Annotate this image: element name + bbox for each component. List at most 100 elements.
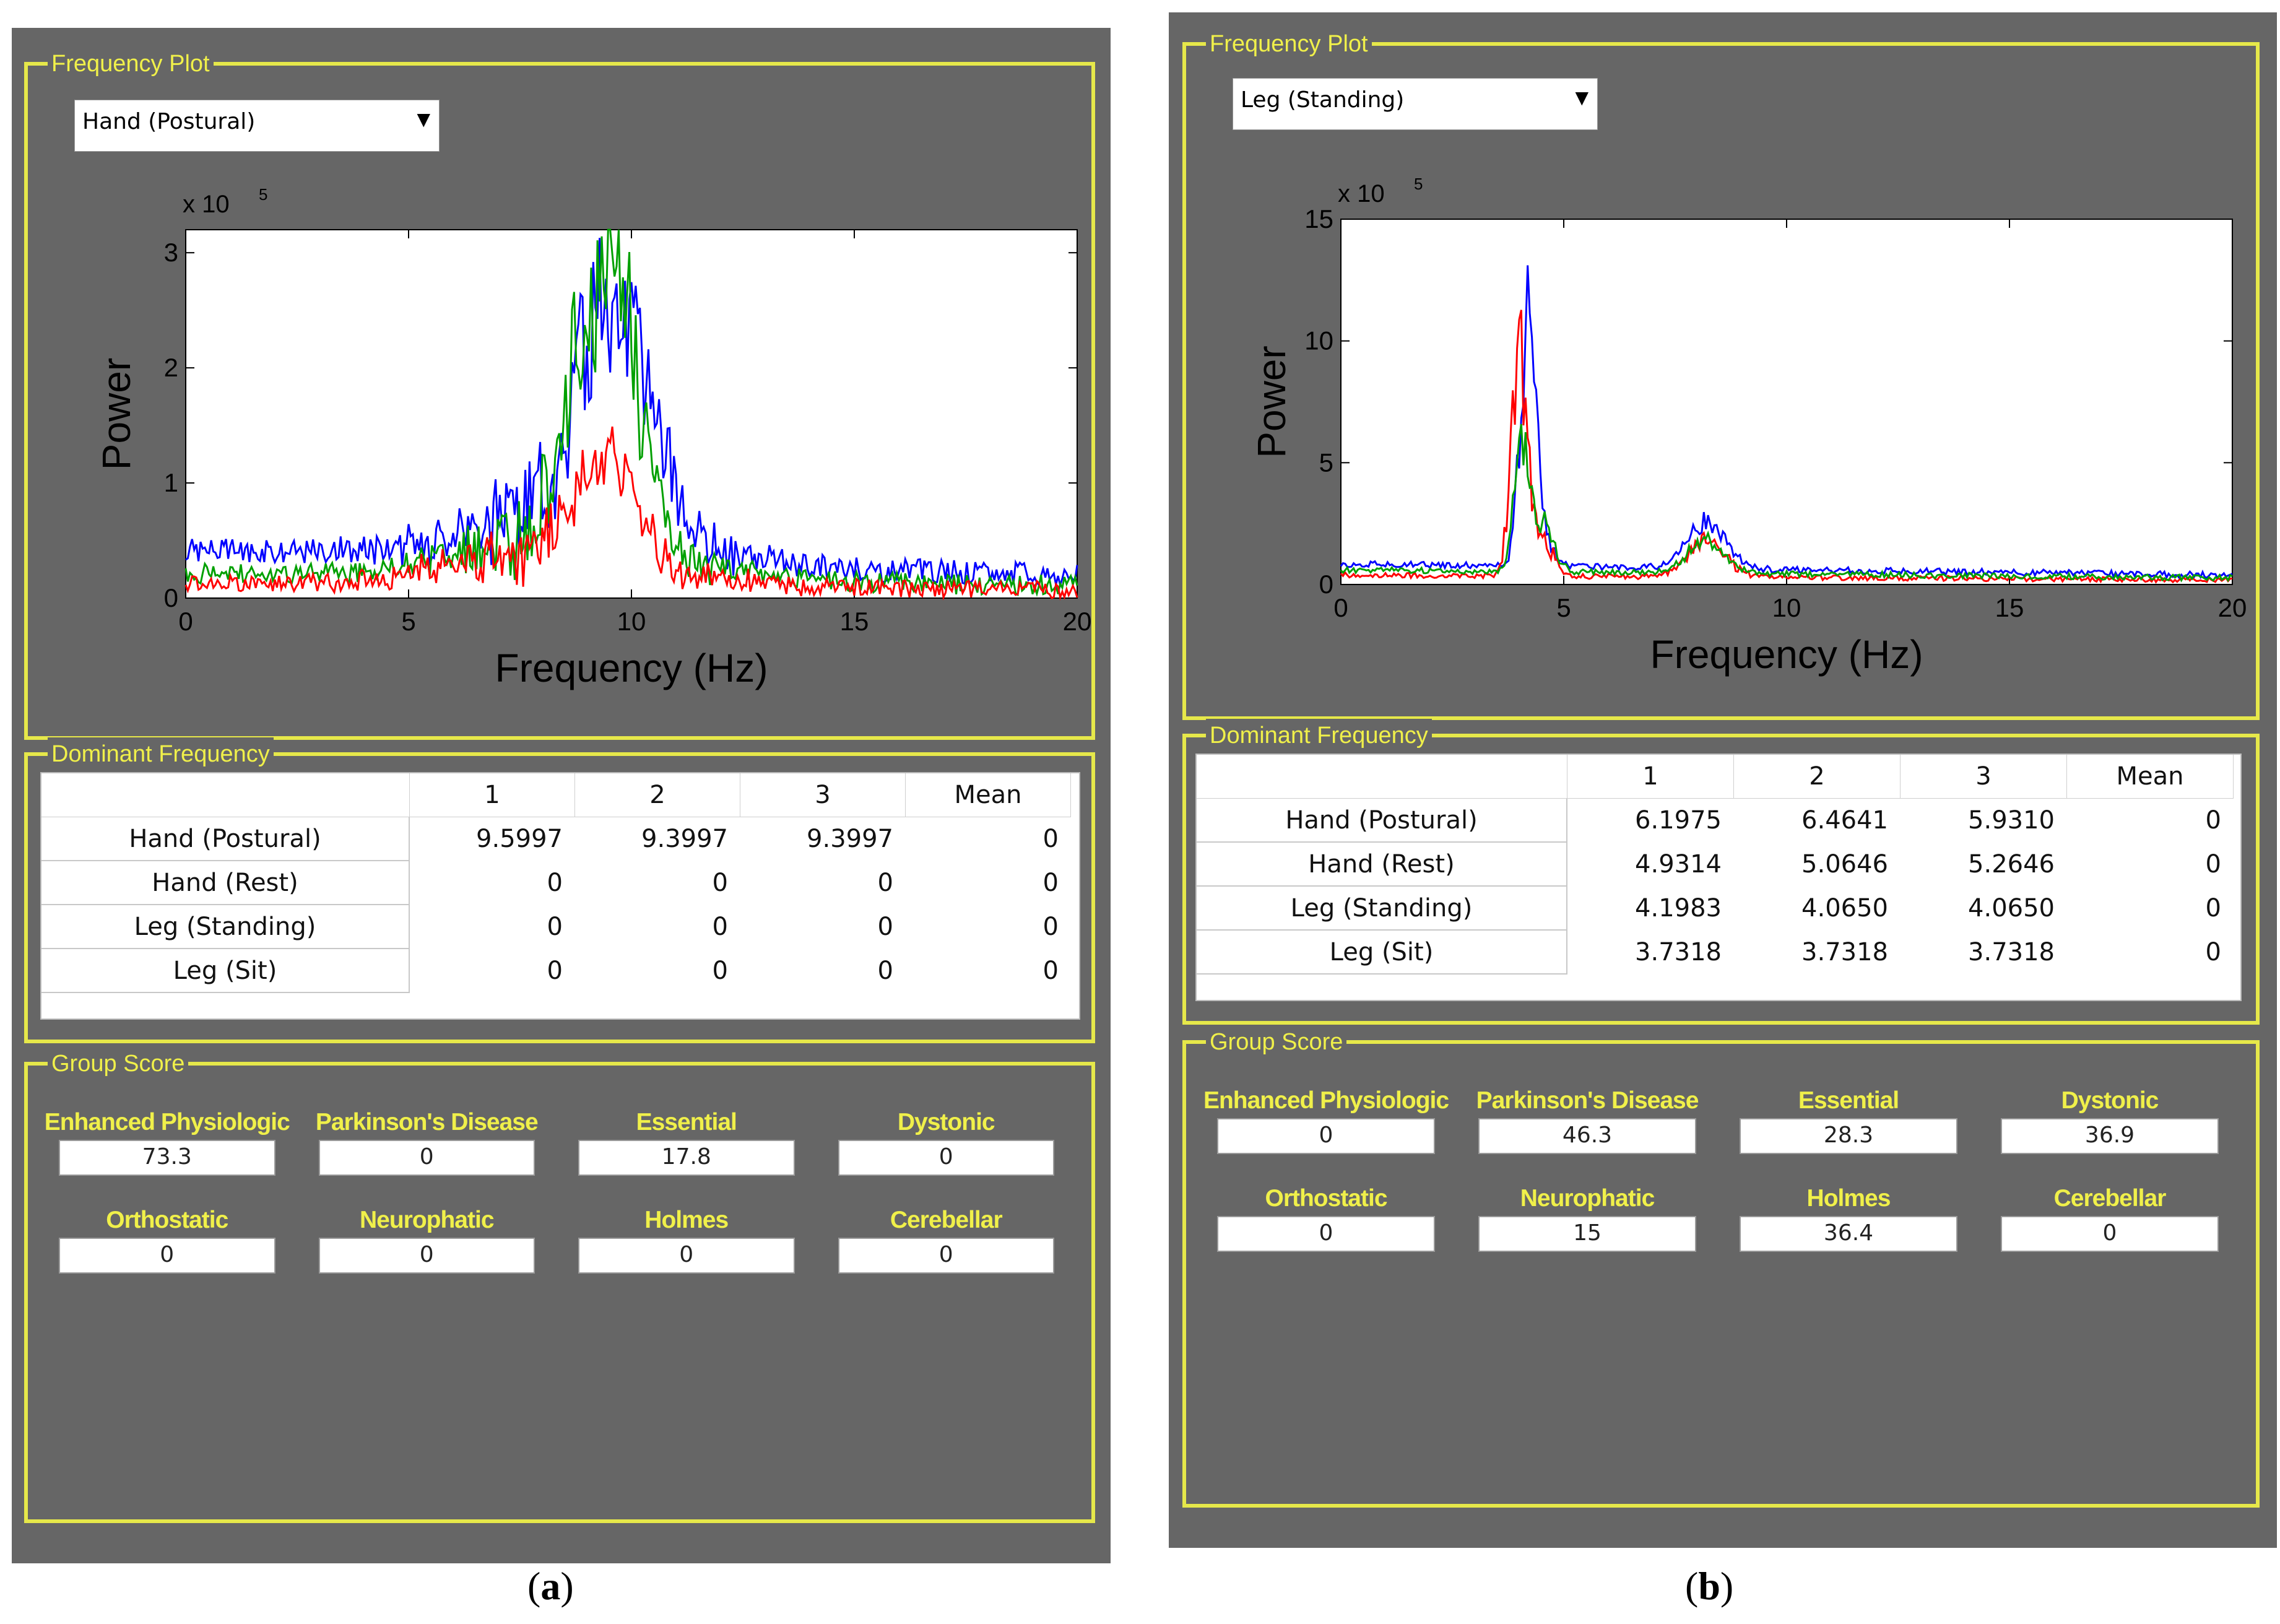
- y-tick-label: 0: [164, 583, 178, 612]
- group-title: Group Score: [1206, 1025, 1347, 1059]
- x-tick-label: 5: [1556, 593, 1571, 622]
- score-value-field[interactable]: 28.3: [1740, 1118, 1957, 1154]
- table-cell[interactable]: 0: [1042, 825, 1059, 853]
- score-value-field[interactable]: 36.9: [2001, 1118, 2219, 1154]
- table-cell[interactable]: 0: [2205, 806, 2221, 835]
- table-cell[interactable]: 5.2646: [1968, 850, 2055, 879]
- score-value-field[interactable]: 0: [318, 1238, 535, 1274]
- column-header[interactable]: Mean: [906, 773, 1071, 817]
- table-cell[interactable]: 0: [877, 913, 893, 941]
- table-cell[interactable]: 3.7318: [1968, 938, 2055, 966]
- dropdown-value: Leg (Standing): [1241, 87, 1405, 113]
- score-value-field[interactable]: 46.3: [1478, 1118, 1696, 1154]
- y-tick-label: 2: [164, 353, 178, 382]
- y-tick-label: 5: [1319, 448, 1333, 477]
- x-tick-label: 20: [1063, 607, 1092, 636]
- table-cell[interactable]: 0: [547, 913, 563, 941]
- group-title: Frequency Plot: [48, 47, 214, 80]
- score-value-field[interactable]: 0: [1217, 1216, 1435, 1252]
- caption-a: (a): [527, 1564, 574, 1608]
- table-cell[interactable]: 9.5997: [476, 825, 563, 853]
- table-cell[interactable]: 5.0646: [1801, 850, 1888, 879]
- score-value-field[interactable]: 15: [1478, 1216, 1696, 1252]
- score-label: Enhanced Physiologic: [1203, 1087, 1449, 1114]
- x-tick-label: 15: [840, 607, 869, 636]
- row-header[interactable]: Hand (Postural): [41, 817, 410, 861]
- score-label: Parkinson's Disease: [1476, 1087, 1699, 1114]
- table-cell[interactable]: 5.9310: [1968, 806, 2055, 835]
- table-cell[interactable]: 0: [877, 869, 893, 897]
- y-tick-label: 15: [1304, 204, 1333, 233]
- row-header[interactable]: Hand (Rest): [41, 861, 410, 905]
- x-tick-label: 0: [1333, 593, 1348, 622]
- table-cell[interactable]: 6.4641: [1801, 806, 1888, 835]
- table-cell[interactable]: 4.0650: [1801, 894, 1888, 923]
- column-header[interactable]: Mean: [2067, 755, 2234, 799]
- score-value-field[interactable]: 17.8: [578, 1140, 795, 1176]
- column-header[interactable]: 2: [575, 773, 740, 817]
- score-label: Essential: [1798, 1087, 1899, 1114]
- dominant-frequency-group: Dominant Frequency 1 2 3 Mean Hand (Postural…: [24, 737, 1095, 1043]
- signal-select-dropdown[interactable]: Leg (Standing) ▼: [1233, 78, 1598, 130]
- exponent-superscript: 5: [259, 185, 267, 204]
- group-score-group: Group Score Enhanced Physiologic 0 Parkins…: [1182, 1025, 2260, 1508]
- table-cell[interactable]: 0: [1042, 869, 1059, 897]
- score-value-field[interactable]: 0: [59, 1238, 275, 1274]
- table-cell[interactable]: 4.1983: [1635, 894, 1722, 923]
- group-title: Group Score: [48, 1047, 189, 1080]
- table-cell[interactable]: 9.3997: [807, 825, 893, 853]
- table-cell[interactable]: 0: [1042, 957, 1059, 985]
- y-tick-label: 3: [164, 238, 178, 267]
- table-cell[interactable]: 3.7318: [1801, 938, 1888, 966]
- column-header[interactable]: 3: [740, 773, 906, 817]
- table-cell[interactable]: 0: [712, 957, 728, 985]
- table-corner: [41, 773, 410, 817]
- dropdown-arrow-icon[interactable]: ▼: [1575, 87, 1589, 108]
- table-cell[interactable]: 0: [712, 869, 728, 897]
- score-value-field[interactable]: 0: [578, 1238, 795, 1274]
- row-header[interactable]: Leg (Standing): [41, 905, 410, 949]
- dropdown-arrow-icon[interactable]: ▼: [417, 109, 430, 129]
- score-value-field[interactable]: 0: [318, 1140, 535, 1176]
- row-header[interactable]: Hand (Postural): [1197, 799, 1567, 843]
- table-cell[interactable]: 4.0650: [1968, 894, 2055, 923]
- column-header[interactable]: 2: [1734, 755, 1901, 799]
- score-value-field[interactable]: 36.4: [1740, 1216, 1957, 1252]
- column-header[interactable]: 3: [1901, 755, 2067, 799]
- caption-b: (b): [1685, 1564, 1734, 1608]
- table-cell[interactable]: 0: [2205, 938, 2221, 966]
- group-title: Dominant Frequency: [48, 737, 274, 771]
- row-header[interactable]: Leg (Sit): [1197, 931, 1567, 975]
- score-value-field[interactable]: 0: [838, 1140, 1054, 1176]
- score-value-field[interactable]: 0: [1217, 1118, 1435, 1154]
- table-cell[interactable]: 0: [547, 869, 563, 897]
- column-header[interactable]: 1: [1567, 755, 1734, 799]
- table-cell[interactable]: 0: [877, 957, 893, 985]
- score-value-field[interactable]: 0: [838, 1238, 1054, 1274]
- row-header[interactable]: Leg (Standing): [1197, 887, 1567, 931]
- score-label: Enhanced Physiologic: [44, 1109, 290, 1135]
- row-header[interactable]: Hand (Rest): [1197, 843, 1567, 887]
- table-cell[interactable]: 9.3997: [641, 825, 728, 853]
- dominant-frequency-table: 1 2 3 Mean Hand (Postural) 9.5997 9.3997 9.3997…: [40, 772, 1080, 1020]
- table-cell[interactable]: 0: [2205, 850, 2221, 879]
- column-header[interactable]: 1: [410, 773, 575, 817]
- table-cell[interactable]: 0: [547, 957, 563, 985]
- x-axis-label: Frequency (Hz): [495, 646, 768, 690]
- table-cell[interactable]: 4.9314: [1635, 850, 1722, 879]
- x-axis-label: Frequency (Hz): [1650, 632, 1923, 677]
- dominant-frequency-table: 1 2 3 Mean Hand (Postural) 6.1975 6.4641 5.9310…: [1195, 753, 2242, 1001]
- frequency-chart: x 10 5 0 5 10 15 20 0 5 10 15 Frequency (Hz) Power: [1249, 175, 2247, 677]
- row-header[interactable]: Leg (Sit): [41, 949, 410, 993]
- table-cell[interactable]: 0: [1042, 913, 1059, 941]
- series-line: [1340, 423, 2233, 583]
- table-cell[interactable]: 0: [2205, 894, 2221, 923]
- signal-select-dropdown[interactable]: Hand (Postural) ▼: [74, 100, 440, 152]
- exponent-superscript: 5: [1414, 175, 1423, 193]
- score-value-field[interactable]: 73.3: [59, 1140, 275, 1176]
- score-value-field[interactable]: 0: [2001, 1216, 2219, 1252]
- table-cell[interactable]: 3.7318: [1635, 938, 1722, 966]
- exponent-label: x 10: [1338, 180, 1385, 207]
- table-cell[interactable]: 0: [712, 913, 728, 941]
- table-cell[interactable]: 6.1975: [1635, 806, 1722, 835]
